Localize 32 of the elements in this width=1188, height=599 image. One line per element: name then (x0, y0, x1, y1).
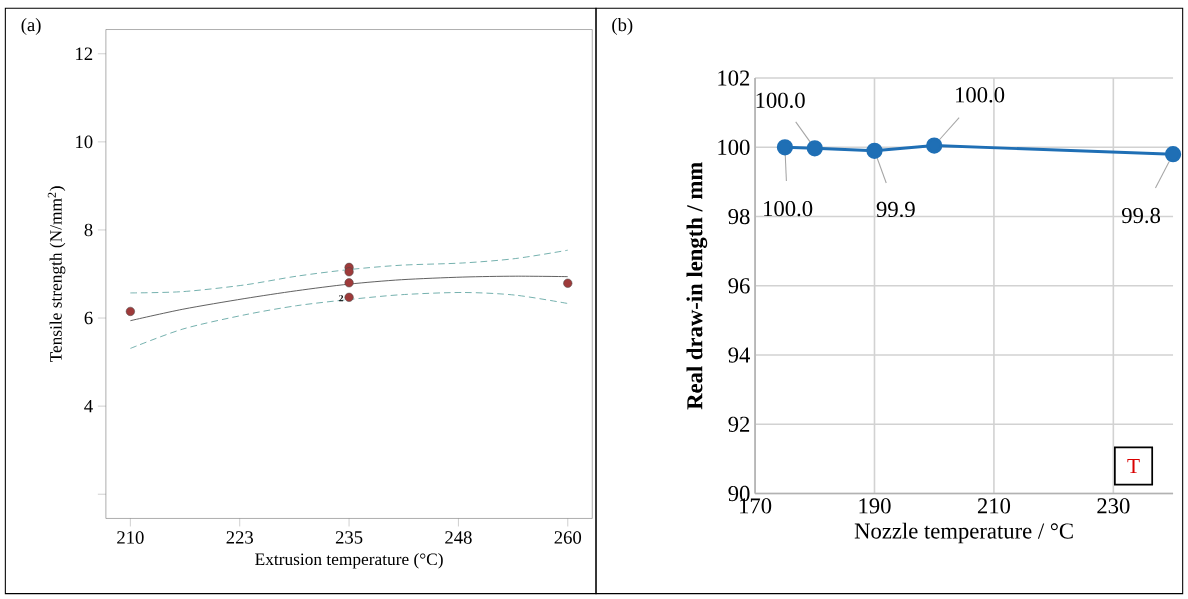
y-tick-label: 94 (728, 347, 751, 363)
x-tick-label: 190 (859, 498, 891, 514)
data-label: 99.9 (876, 201, 915, 218)
y-tick-label: 98 (728, 208, 750, 225)
y-tick-label: 6 (84, 311, 93, 325)
data-label: 99.8 (1121, 207, 1161, 224)
y-tick-label: 12 (76, 47, 93, 60)
y-axis-title: Real draw-in length / mm (686, 162, 708, 410)
x-tick-label: 223 (226, 531, 254, 544)
x-axis-title: Extrusion temperature (°C) (255, 552, 443, 569)
x-tick-label: 210 (977, 498, 1011, 514)
y-tick-label: 10 (76, 135, 93, 149)
data-label: 100.0 (764, 200, 813, 217)
annotation: T (1127, 459, 1140, 473)
x-axis-title: Nozzle temperature / °C (854, 522, 1073, 544)
y-tick-label: 96 (728, 278, 750, 294)
y-tick-label: 4 (84, 399, 93, 413)
chart-title: (b) (612, 18, 633, 35)
data-label: 100.0 (956, 87, 1005, 103)
data-label: 100.0 (756, 92, 805, 109)
y-tick-label: 100 (718, 139, 750, 155)
y-axis-title: Tensile strength (N/mm$^{2}$) (47, 186, 66, 363)
x-tick-label: 230 (1097, 498, 1130, 514)
x-tick-label: 260 (554, 531, 582, 544)
x-tick-label: 235 (335, 531, 363, 544)
y-tick-label: 102 (718, 70, 750, 86)
chart-title: (a) (21, 18, 41, 35)
annotation: 2 (339, 295, 344, 302)
y-tick-label: 92 (728, 416, 750, 432)
x-tick-label: 210 (117, 531, 144, 544)
y-tick-label: 8 (84, 223, 93, 237)
x-tick-label: 248 (445, 531, 472, 544)
